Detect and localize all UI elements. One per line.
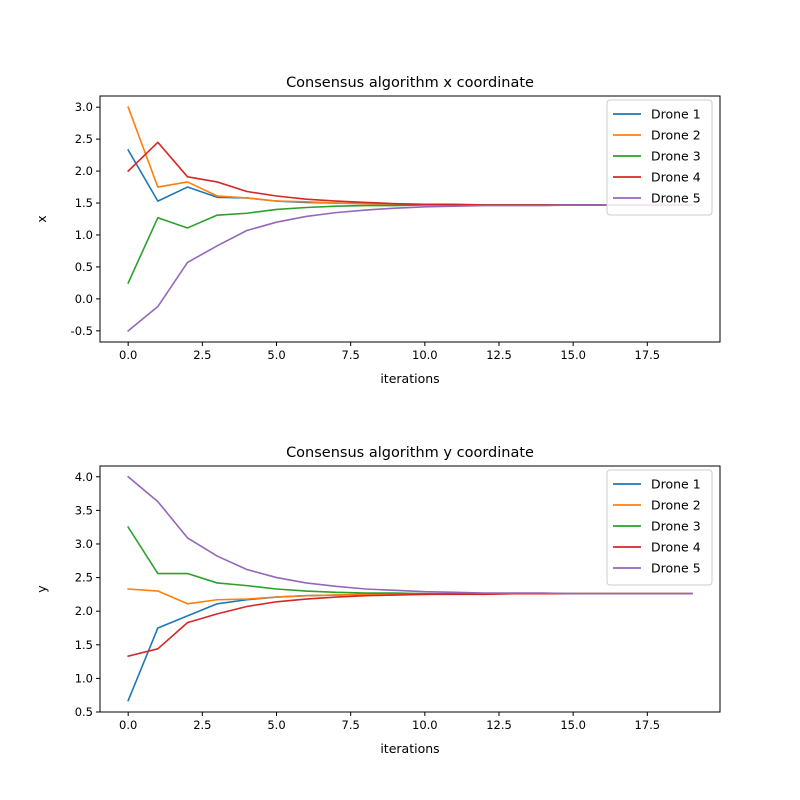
y-tick-label: 3.0 — [75, 100, 93, 114]
series-lines — [127, 475, 693, 702]
plot-frame — [99, 465, 721, 713]
series-line-drone-3 — [127, 204, 693, 284]
x-tick-label: 15.0 — [560, 348, 586, 362]
y-tick-label: 1.0 — [75, 671, 93, 685]
legend-label: Drone 1 — [651, 107, 701, 122]
legend-label: Drone 4 — [651, 170, 701, 185]
legend: Drone 1 Drone 2 Drone 3 Drone 4 Drone 5 — [606, 99, 713, 216]
x-tick-label: 10.0 — [412, 348, 438, 362]
legend-box — [606, 469, 713, 586]
x-tick-label: 7.5 — [342, 718, 360, 732]
y-tick-label: 2.5 — [75, 132, 93, 146]
legend-label: Drone 1 — [651, 477, 701, 492]
x-axis-label: iterations — [380, 371, 439, 386]
y-tick-label: 1.5 — [75, 196, 93, 210]
x-tick-label: 0.0 — [119, 348, 137, 362]
y-tick-label: 2.0 — [75, 164, 93, 178]
legend-label: Drone 5 — [651, 191, 701, 206]
x-tick-label: 17.5 — [635, 348, 661, 362]
x-axis-label: iterations — [380, 741, 439, 756]
x-axis: 0.0 2.5 5.0 7.5 10.0 12.5 15.0 17.5 — [119, 712, 660, 732]
plot-frame — [99, 95, 721, 343]
y-axis-label: x — [34, 215, 49, 222]
chart-title: Consensus algorithm x coordinate — [286, 75, 534, 91]
x-tick-label: 10.0 — [412, 718, 438, 732]
legend-item: Drone 1 — [613, 107, 701, 122]
series-line-drone-1 — [127, 592, 693, 702]
x-tick-label: 15.0 — [560, 718, 586, 732]
legend-label: Drone 3 — [651, 149, 701, 164]
legend-item: Drone 2 — [613, 128, 701, 143]
y-axis-label: y — [34, 585, 49, 593]
legend-item: Drone 5 — [613, 191, 701, 206]
legend-label: Drone 2 — [651, 128, 701, 143]
y-tick-label: 1.5 — [75, 638, 93, 652]
legend-item: Drone 2 — [613, 498, 701, 513]
legend-item: Drone 5 — [613, 561, 701, 576]
x-tick-label: 5.0 — [267, 348, 285, 362]
series-line-drone-5 — [127, 204, 693, 332]
y-tick-label: 3.5 — [75, 503, 93, 517]
legend: Drone 1 Drone 2 Drone 3 Drone 4 Drone 5 — [606, 469, 713, 586]
y-axis: 0.5 1.0 1.5 2.0 2.5 3.0 3.5 4.0 — [75, 470, 100, 719]
y-tick-label: -0.5 — [71, 324, 93, 338]
x-tick-label: 2.5 — [193, 348, 211, 362]
legend-item: Drone 3 — [613, 149, 701, 164]
x-tick-label: 17.5 — [635, 718, 661, 732]
legend-label: Drone 3 — [651, 519, 701, 534]
y-tick-label: 3.0 — [75, 537, 93, 551]
y-tick-label: 1.0 — [75, 228, 93, 242]
x-axis: 0.0 2.5 5.0 7.5 10.0 12.5 15.0 17.5 — [119, 342, 660, 362]
chart-title: Consensus algorithm y coordinate — [286, 445, 534, 461]
x-tick-label: 0.0 — [119, 718, 137, 732]
series-line-drone-4 — [127, 592, 693, 658]
legend-label: Drone 2 — [651, 498, 701, 513]
legend-item: Drone 1 — [613, 477, 701, 492]
legend-label: Drone 5 — [651, 561, 701, 576]
y-axis: -0.5 0.0 0.5 1.0 1.5 2.0 2.5 3.0 — [71, 100, 100, 338]
x-coordinate-chart: Consensus algorithm x coordinate 0.0 2.5 5.… — [34, 75, 721, 386]
legend-item: Drone 4 — [613, 170, 701, 185]
x-tick-label: 5.0 — [267, 718, 285, 732]
series-lines — [127, 106, 693, 332]
legend-item: Drone 4 — [613, 540, 701, 555]
y-tick-label: 0.0 — [75, 292, 93, 306]
y-tick-label: 2.5 — [75, 571, 93, 585]
y-tick-label: 0.5 — [75, 705, 93, 719]
y-coordinate-chart: Consensus algorithm y coordinate 0.0 2.5 5.… — [34, 445, 721, 756]
x-tick-label: 12.5 — [486, 718, 512, 732]
y-tick-label: 4.0 — [75, 470, 93, 484]
legend-item: Drone 3 — [613, 519, 701, 534]
y-tick-label: 0.5 — [75, 260, 93, 274]
x-tick-label: 7.5 — [342, 348, 360, 362]
series-line-drone-5 — [127, 475, 693, 595]
y-tick-label: 2.0 — [75, 604, 93, 618]
x-tick-label: 12.5 — [486, 348, 512, 362]
x-tick-label: 2.5 — [193, 718, 211, 732]
legend-box — [606, 99, 713, 216]
legend-label: Drone 4 — [651, 540, 701, 555]
